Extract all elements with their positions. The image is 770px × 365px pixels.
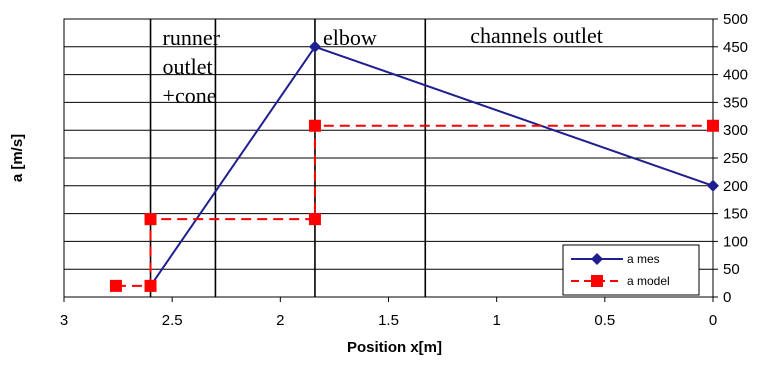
a-model-marker: [308, 119, 321, 132]
region-annotations: runner outlet +cone elbow channels outlet: [163, 23, 603, 108]
x-tick-label: 3: [60, 312, 68, 329]
a-model-marker: [144, 279, 157, 292]
axis-ticks: 0 50 100 150 200 250 300 350 400 450 500 3 2.5 2 1.5 1 0…: [60, 11, 748, 329]
legend-label: a mes: [627, 252, 660, 266]
y-tick-label: 200: [723, 178, 748, 195]
x-axis-title: Position x[m]: [347, 339, 442, 356]
a-model-marker: [591, 275, 603, 287]
y-tick-label: 400: [723, 67, 748, 84]
region-label: outlet: [163, 54, 213, 79]
a-mes-marker: [308, 40, 321, 53]
a-model-marker: [308, 213, 321, 226]
y-tick-label: 450: [723, 39, 748, 56]
a-model-line: [115, 124, 713, 287]
y-tick-label: 0: [723, 289, 731, 306]
x-tick-label: 2: [276, 312, 284, 329]
a-model-marker: [144, 213, 157, 226]
a-mes-marker: [591, 253, 603, 265]
series-group: [109, 40, 719, 292]
x-tick-label: 1: [492, 312, 500, 329]
x-tick-label: 0.5: [594, 312, 615, 329]
legend-box: [562, 244, 700, 296]
region-label: runner: [163, 25, 221, 50]
y-tick-label: 50: [723, 261, 740, 278]
region-label: channels outlet: [470, 23, 603, 48]
x-tick-label: 2.5: [162, 312, 183, 329]
y-tick-label: 300: [723, 122, 748, 139]
a-model-marker: [707, 119, 719, 132]
legend: a mes a model: [562, 244, 700, 296]
a-model-marker: [109, 279, 122, 292]
x-tick-label: 1.5: [378, 312, 399, 329]
y-tick-label: 100: [723, 233, 748, 250]
y-tick-label: 350: [723, 94, 748, 111]
region-label: elbow: [323, 25, 377, 50]
x-tick-label: 0: [709, 312, 717, 329]
y-tick-label: 250: [723, 150, 748, 167]
y-axis-title: a [m/s]: [9, 134, 26, 182]
region-label: +cone: [163, 83, 217, 108]
y-tick-label: 150: [723, 206, 748, 223]
a-mes-marker: [707, 179, 719, 192]
legend-label: a model: [627, 274, 670, 288]
y-tick-label: 500: [723, 11, 748, 28]
